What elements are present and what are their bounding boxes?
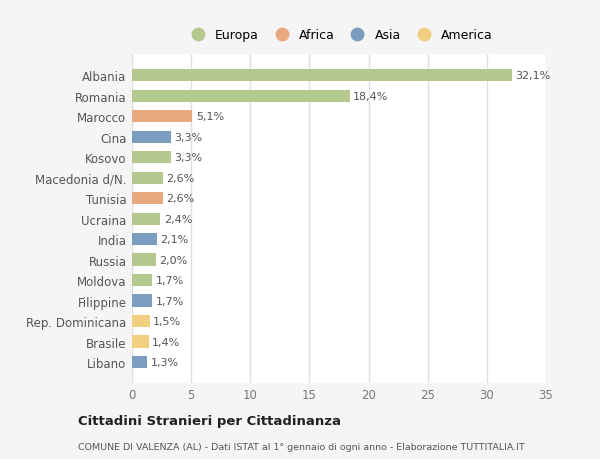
Text: 2,0%: 2,0% (159, 255, 187, 265)
Bar (132, 213, 160, 225)
Bar (132, 234, 157, 246)
Bar (132, 90, 350, 103)
Bar (132, 131, 171, 144)
Bar (132, 152, 171, 164)
Text: 2,1%: 2,1% (160, 235, 188, 245)
Text: 1,3%: 1,3% (151, 357, 179, 367)
Text: 1,5%: 1,5% (153, 316, 181, 326)
Bar (132, 172, 163, 185)
Text: 1,7%: 1,7% (155, 275, 184, 285)
Text: 2,4%: 2,4% (164, 214, 193, 224)
Bar (132, 111, 193, 123)
Bar (132, 274, 152, 286)
Text: Cittadini Stranieri per Cittadinanza: Cittadini Stranieri per Cittadinanza (78, 414, 341, 428)
Text: 5,1%: 5,1% (196, 112, 224, 122)
Text: 2,6%: 2,6% (166, 174, 194, 183)
Text: 18,4%: 18,4% (353, 92, 389, 101)
Text: COMUNE DI VALENZA (AL) - Dati ISTAT al 1° gennaio di ogni anno - Elaborazione TU: COMUNE DI VALENZA (AL) - Dati ISTAT al 1… (78, 442, 525, 451)
Bar (132, 254, 155, 266)
Bar (132, 70, 512, 82)
Text: 3,3%: 3,3% (175, 153, 203, 163)
Text: 32,1%: 32,1% (515, 71, 550, 81)
Text: 3,3%: 3,3% (175, 133, 203, 142)
Text: 1,7%: 1,7% (155, 296, 184, 306)
Bar (132, 295, 152, 307)
Text: 2,6%: 2,6% (166, 194, 194, 204)
Bar (132, 193, 163, 205)
Bar (132, 315, 150, 327)
Bar (132, 356, 148, 368)
Legend: Europa, Africa, Asia, America: Europa, Africa, Asia, America (181, 25, 497, 46)
Bar (132, 336, 149, 348)
Text: 1,4%: 1,4% (152, 337, 181, 347)
